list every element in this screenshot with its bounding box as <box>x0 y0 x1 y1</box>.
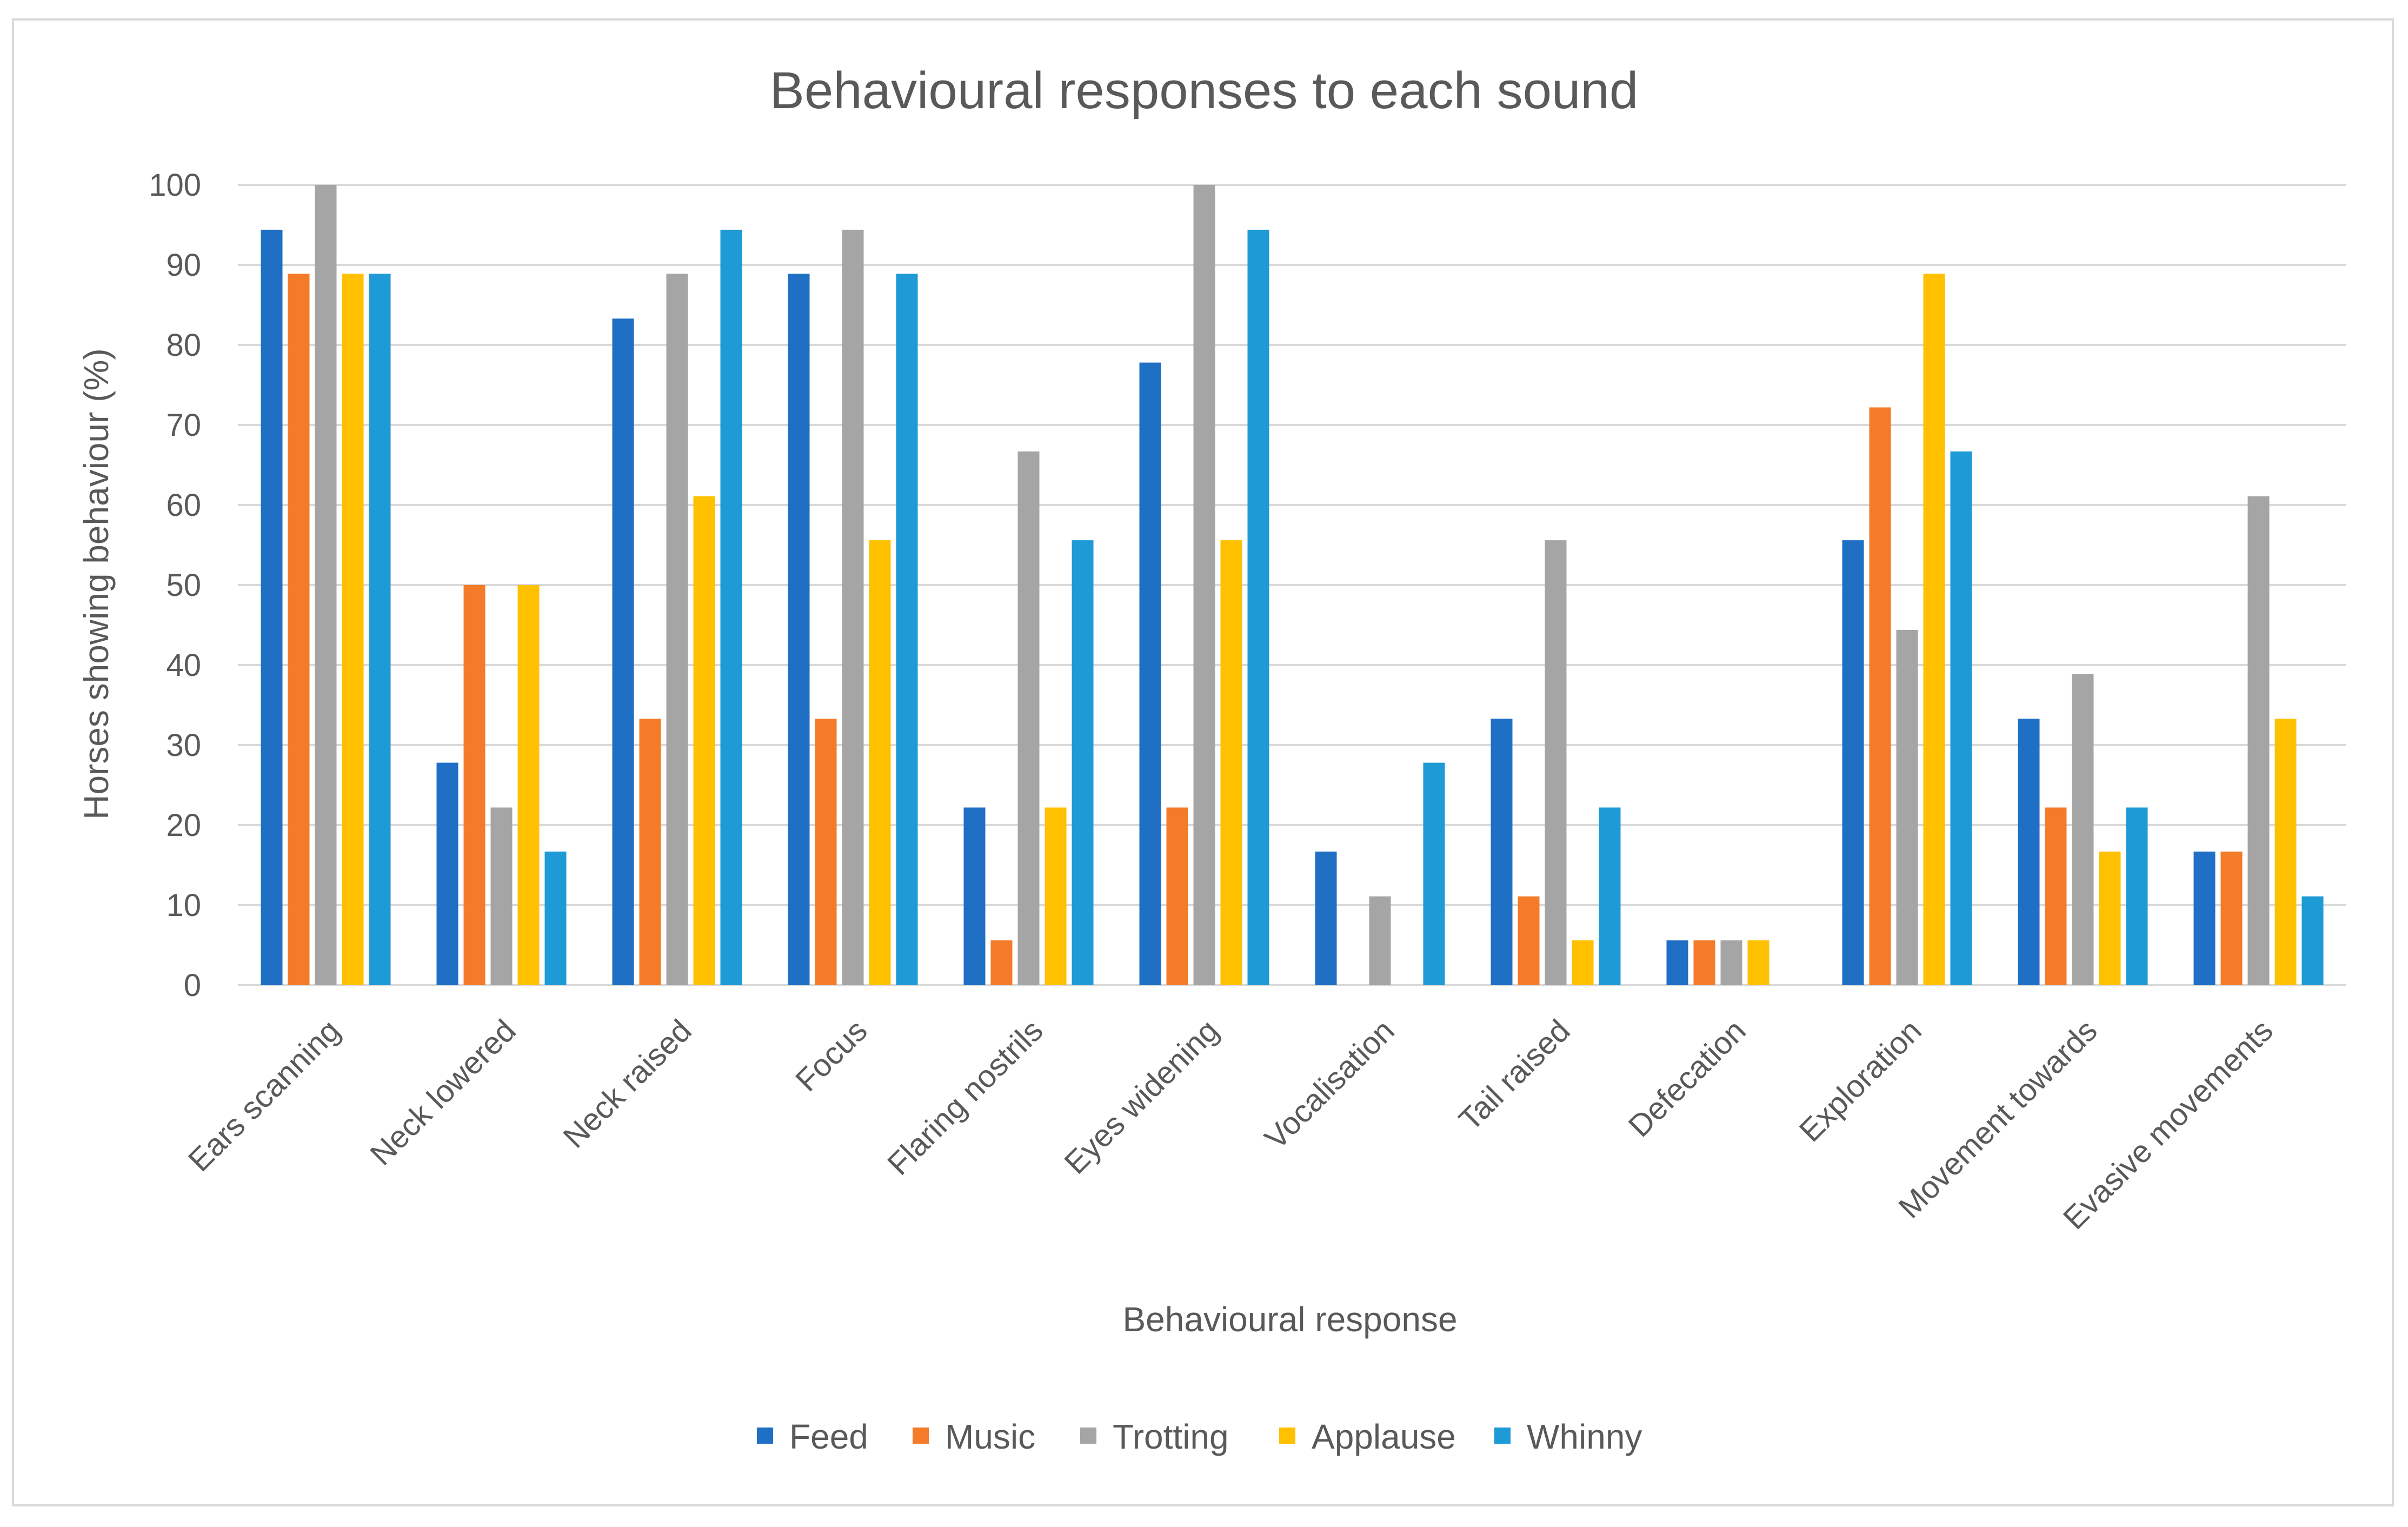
x-tick-label: Eyes widening <box>1057 1013 1225 1180</box>
x-tick-label: Movement towards <box>1892 1013 2104 1225</box>
bar-whinny-ears-scanning <box>369 274 391 985</box>
bar-feed-flaring-nostrils <box>963 807 986 985</box>
x-tick-label: Neck raised <box>556 1013 699 1155</box>
bar-applause-evasive-movements <box>2274 719 2297 985</box>
bar-feed-focus <box>788 274 810 985</box>
legend-swatch-trotting <box>1080 1428 1096 1444</box>
legend-swatch-music <box>913 1428 929 1444</box>
bar-music-eyes-widening <box>1166 807 1188 985</box>
x-tick-label: Flaring nostrils <box>881 1013 1050 1182</box>
legend-label-whinny: Whinny <box>1527 1417 1642 1456</box>
bar-applause-eyes-widening <box>1220 540 1242 985</box>
x-tick-label: Vocalisation <box>1258 1013 1401 1156</box>
y-tick-label: 50 <box>166 568 201 603</box>
bar-whinny-evasive-movements <box>2301 896 2324 985</box>
y-tick-label: 100 <box>149 168 201 203</box>
bar-applause-tail-raised <box>1572 940 1594 985</box>
chart-title: Behavioural responses to each sound <box>770 62 1638 119</box>
gridlines <box>238 184 2346 986</box>
bar-trotting-movement-towards <box>2072 674 2094 985</box>
bar-music-neck-lowered <box>463 585 485 985</box>
bar-feed-defecation <box>1666 940 1688 985</box>
legend-label-trotting: Trotting <box>1113 1417 1229 1456</box>
bar-trotting-vocalisation <box>1369 896 1391 985</box>
bar-applause-flaring-nostrils <box>1045 807 1067 985</box>
bar-whinny-focus <box>896 274 918 985</box>
bar-feed-neck-raised <box>612 318 634 986</box>
bar-trotting-exploration <box>1896 629 1918 985</box>
legend: Feed Music Trotting Applause Whinny <box>757 1417 1642 1456</box>
bar-music-tail-raised <box>1518 896 1540 985</box>
bar-whinny-neck-raised <box>720 229 742 985</box>
y-tick-label: 60 <box>166 488 201 523</box>
bar-applause-neck-raised <box>693 496 715 985</box>
x-axis-label: Behavioural response <box>1122 1300 1457 1339</box>
bar-whinny-flaring-nostrils <box>1072 540 1094 985</box>
bar-music-defecation <box>1693 940 1715 985</box>
x-axis-ticks: Ears scanning Neck lowered Neck raised Focu… <box>182 1013 2280 1236</box>
bar-feed-tail-raised <box>1491 719 1513 985</box>
bar-feed-evasive-movements <box>2193 851 2216 985</box>
bar-trotting-evasive-movements <box>2247 496 2270 985</box>
bar-applause-focus <box>869 540 891 985</box>
bar-applause-neck-lowered <box>517 585 540 985</box>
bar-whinny-tail-raised <box>1599 807 1621 985</box>
y-tick-label: 30 <box>166 728 201 763</box>
bar-music-movement-towards <box>2045 807 2067 985</box>
legend-label-music: Music <box>945 1417 1035 1456</box>
bar-applause-ears-scanning <box>342 274 364 985</box>
y-tick-label: 40 <box>166 648 201 683</box>
bar-whinny-eyes-widening <box>1247 229 1269 985</box>
bar-applause-movement-towards <box>2099 851 2121 985</box>
bar-trotting-focus <box>842 229 864 985</box>
bar-applause-defecation <box>1747 940 1770 985</box>
bar-trotting-ears-scanning <box>315 185 337 985</box>
bar-whinny-movement-towards <box>2126 807 2148 985</box>
x-tick-label: Neck lowered <box>363 1013 522 1172</box>
bar-trotting-eyes-widening <box>1193 185 1215 985</box>
x-tick-label: Tail raised <box>1452 1013 1577 1138</box>
bar-music-evasive-movements <box>2220 851 2243 985</box>
y-tick-label: 80 <box>166 328 201 363</box>
bar-music-ears-scanning <box>288 274 310 985</box>
legend-swatch-applause <box>1279 1428 1295 1444</box>
legend-label-feed: Feed <box>789 1417 868 1456</box>
bar-trotting-neck-raised <box>666 274 688 985</box>
bar-feed-neck-lowered <box>436 762 458 985</box>
bars <box>261 185 2324 986</box>
y-tick-label: 70 <box>166 408 201 443</box>
bar-trotting-defecation <box>1720 940 1742 985</box>
legend-label-applause: Applause <box>1312 1417 1456 1456</box>
bar-feed-exploration <box>1842 540 1864 985</box>
x-tick-label: Ears scanning <box>182 1013 347 1178</box>
bar-whinny-vocalisation <box>1423 762 1445 985</box>
y-axis-label: Horses showing behaviour (%) <box>77 348 116 820</box>
bar-music-neck-raised <box>639 719 661 985</box>
y-axis-ticks: 0 10 20 30 40 50 60 70 80 90 100 <box>149 168 201 1003</box>
bar-feed-vocalisation <box>1315 851 1337 985</box>
bar-feed-movement-towards <box>2018 719 2040 985</box>
x-tick-label: Exploration <box>1793 1013 1928 1148</box>
x-tick-label: Defecation <box>1622 1013 1753 1144</box>
bar-feed-ears-scanning <box>261 229 283 985</box>
y-tick-label: 20 <box>166 808 201 843</box>
legend-swatch-feed <box>757 1428 773 1444</box>
bar-trotting-flaring-nostrils <box>1017 451 1040 985</box>
y-tick-label: 90 <box>166 248 201 283</box>
bar-applause-exploration <box>1923 274 1945 985</box>
bar-whinny-neck-lowered <box>544 851 567 985</box>
bar-whinny-exploration <box>1950 451 1972 985</box>
legend-swatch-whinny <box>1494 1428 1511 1444</box>
bar-music-focus <box>815 719 837 985</box>
bar-music-exploration <box>1869 407 1891 986</box>
bar-trotting-neck-lowered <box>490 807 513 985</box>
y-tick-label: 0 <box>184 968 201 1003</box>
bar-feed-eyes-widening <box>1139 362 1161 985</box>
bar-trotting-tail-raised <box>1545 540 1567 985</box>
x-tick-label: Focus <box>789 1013 874 1098</box>
y-tick-label: 10 <box>166 888 201 923</box>
bar-music-flaring-nostrils <box>990 940 1013 985</box>
